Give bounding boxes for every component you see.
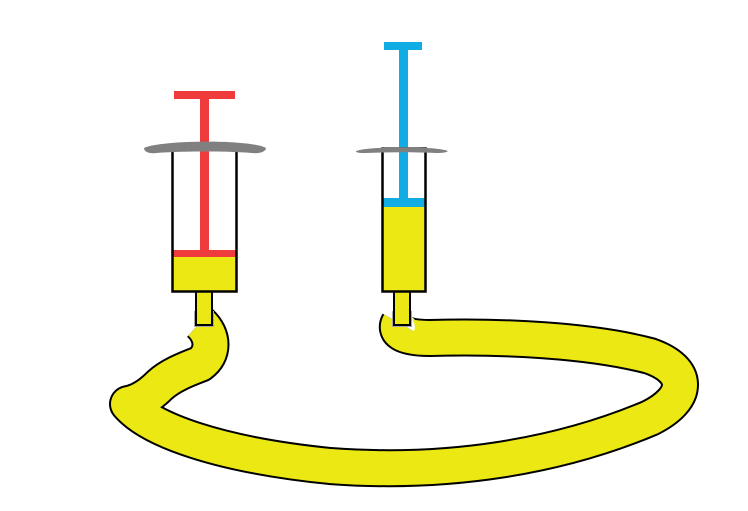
left-syringe-thumb-press xyxy=(174,91,235,99)
right-syringe-nozzle xyxy=(393,290,411,326)
left-syringe-fluid xyxy=(173,256,236,291)
left-syringe-flange xyxy=(144,141,266,154)
left-syringe-nozzle xyxy=(195,290,213,326)
right-syringe-fluid xyxy=(383,206,425,291)
left-syringe-plunger-stopper xyxy=(173,250,236,257)
right-syringe-thumb-press xyxy=(384,42,422,50)
right-syringe-plunger-stopper xyxy=(383,198,425,207)
right-syringe-flange xyxy=(356,147,448,153)
left-syringe xyxy=(144,91,266,327)
connecting-tube xyxy=(109,309,699,488)
tube-fluid xyxy=(111,310,697,486)
right-syringe xyxy=(356,42,448,327)
left-syringe-plunger-rod xyxy=(200,96,209,251)
right-syringe-plunger-rod xyxy=(399,48,408,199)
